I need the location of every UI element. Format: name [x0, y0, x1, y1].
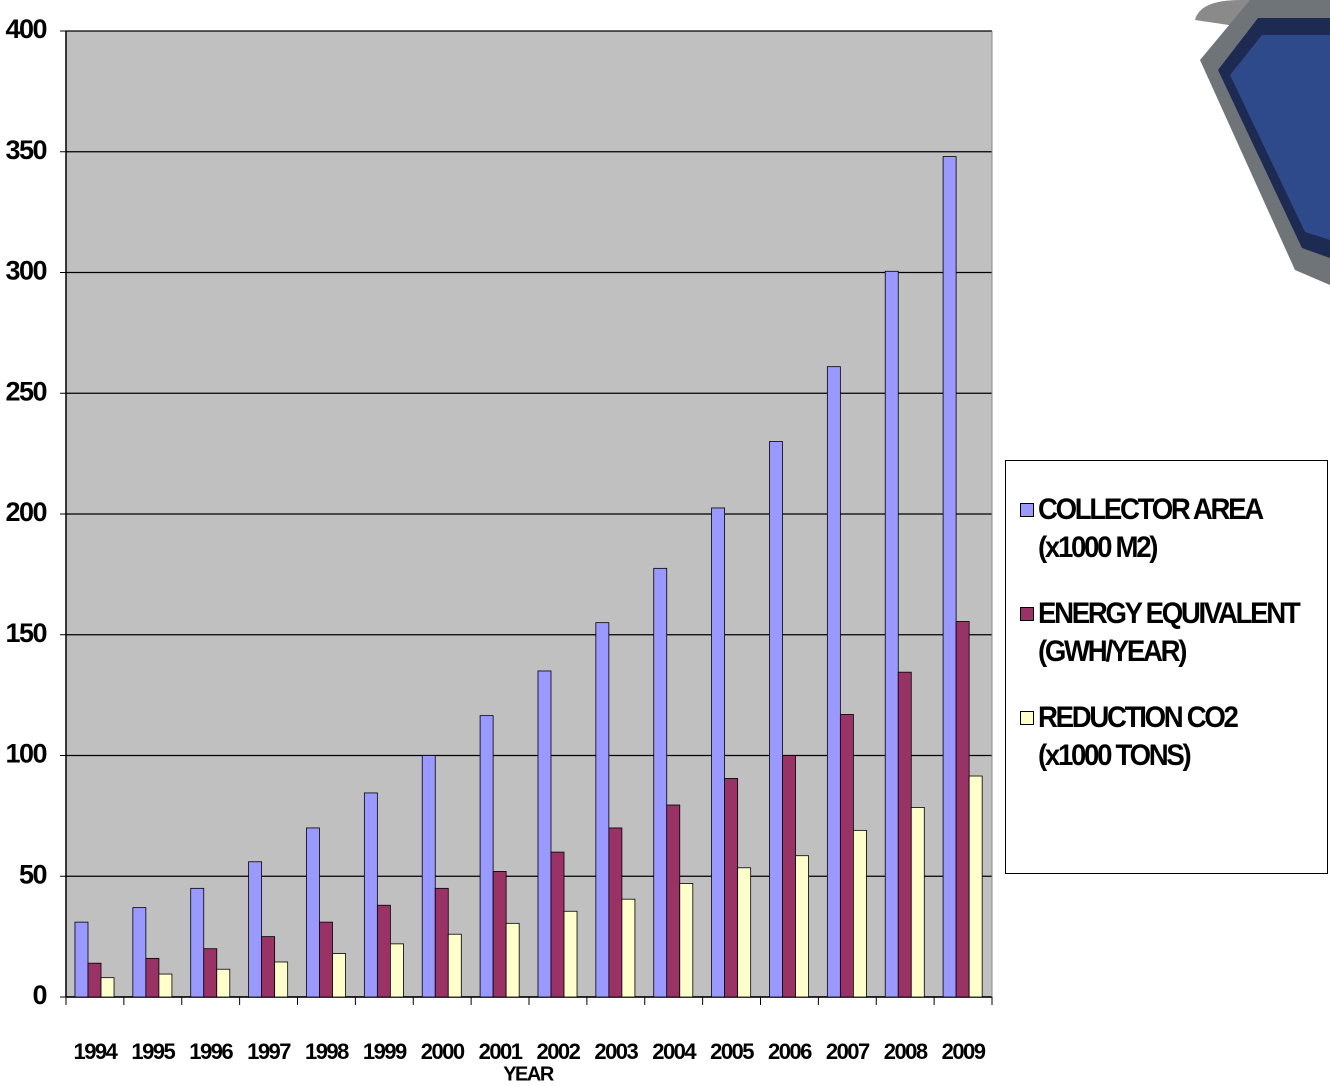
bar	[711, 507, 726, 998]
bar	[479, 715, 494, 998]
y-tick-label: 350	[5, 135, 46, 165]
bar	[942, 156, 957, 998]
bar	[679, 883, 694, 998]
y-tick-label: 200	[5, 497, 46, 527]
y-tick-label: 50	[19, 859, 47, 889]
legend-entry: ENERGY EQUIVALENT (GWH/YEAR)	[1020, 595, 1327, 671]
bar	[537, 670, 552, 998]
bar	[363, 792, 378, 998]
bar	[608, 827, 623, 998]
y-tick-label: 0	[32, 980, 46, 1010]
bar	[505, 922, 520, 998]
bar	[158, 973, 173, 998]
bar	[795, 855, 809, 998]
bar	[132, 907, 147, 998]
bar	[447, 933, 462, 998]
x-tick-label: 2004	[652, 1039, 697, 1064]
bar	[884, 270, 899, 998]
x-tick-label: 2009	[942, 1039, 986, 1064]
x-tick-label: 2005	[710, 1039, 754, 1064]
x-tick-label: 1995	[131, 1039, 175, 1064]
bar	[769, 441, 783, 998]
y-tick-label: 250	[5, 376, 46, 406]
x-tick-label: 1996	[189, 1039, 233, 1064]
x-tick-label: 1997	[247, 1039, 291, 1064]
bar	[852, 829, 867, 998]
y-tick-label: 400	[5, 14, 46, 44]
bar	[306, 827, 320, 998]
x-tick-label: 2002	[536, 1039, 580, 1064]
bar	[550, 851, 565, 998]
x-tick-label: 2007	[826, 1039, 870, 1064]
bar	[666, 804, 681, 998]
solar-panel-image	[1195, 0, 1330, 285]
bar	[621, 898, 636, 998]
bar	[389, 943, 404, 998]
y-tick-label: 300	[5, 256, 46, 286]
bar	[724, 778, 739, 998]
bar	[782, 755, 796, 998]
bar	[826, 366, 841, 998]
x-tick-label: 2001	[479, 1039, 523, 1064]
bar	[203, 948, 218, 998]
bar	[421, 755, 436, 998]
bar	[100, 977, 115, 998]
legend-entry: REDUCTION CO2 (x1000 TONS)	[1020, 699, 1327, 775]
y-tick-label: 150	[5, 618, 46, 648]
legend-swatch	[1020, 607, 1034, 621]
bar	[332, 953, 346, 998]
bar	[190, 887, 205, 998]
bar	[74, 921, 89, 998]
bar	[968, 775, 983, 998]
x-tick-label: 2008	[884, 1039, 928, 1064]
bar	[737, 867, 752, 998]
bar	[376, 904, 391, 998]
legend-label: COLLECTOR AREA (x1000 M2)	[1038, 493, 1263, 564]
bar	[248, 861, 263, 998]
x-tick-label: 2006	[768, 1039, 812, 1064]
bar	[145, 957, 160, 998]
bar	[839, 714, 854, 998]
plot-area: 0 50 100 150 200 250 300 350 400 1994 1995 1996 1997…	[5, 14, 993, 1064]
bar	[595, 622, 610, 998]
bar	[274, 961, 289, 998]
bar	[897, 671, 912, 998]
bar	[87, 962, 102, 998]
bar	[563, 910, 578, 998]
x-tick-label: 2003	[594, 1039, 638, 1064]
x-tick-label: 1994	[73, 1039, 118, 1064]
bar	[319, 921, 333, 998]
bar	[434, 887, 449, 998]
x-tick-label: 1998	[305, 1039, 349, 1064]
x-axis-title: YEAR	[503, 1063, 555, 1085]
legend: COLLECTOR AREA (x1000 M2) ENERGY EQUIVALE…	[1005, 460, 1328, 874]
bar	[261, 936, 276, 998]
legend-swatch	[1020, 711, 1034, 725]
bar	[492, 871, 507, 998]
legend-label: ENERGY EQUIVALENT (GWH/YEAR)	[1038, 597, 1301, 668]
bar	[216, 968, 231, 998]
y-tick-label: 100	[5, 739, 46, 769]
x-tick-label: 2000	[421, 1039, 465, 1064]
legend-label: REDUCTION CO2 (x1000 TONS)	[1038, 701, 1239, 772]
bar	[955, 621, 970, 998]
legend-entry: COLLECTOR AREA (x1000 M2)	[1020, 491, 1327, 567]
x-tick-label: 1999	[363, 1039, 407, 1064]
bar	[910, 807, 925, 998]
legend-swatch	[1020, 503, 1034, 517]
bar	[653, 567, 668, 998]
